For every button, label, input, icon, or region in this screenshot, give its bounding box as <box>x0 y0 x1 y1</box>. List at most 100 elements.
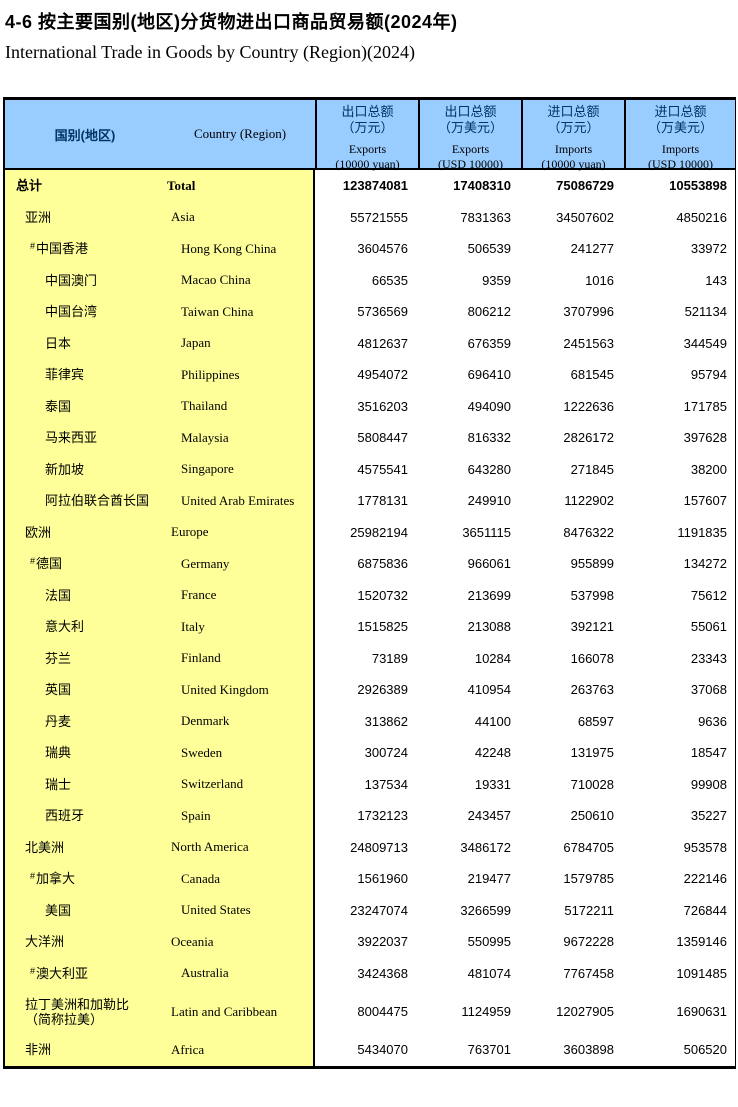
cell-exports-yuan: 24809713 <box>350 839 408 855</box>
cell-exports-yuan: 300724 <box>364 745 408 761</box>
table-row: 中国澳门 Macao China 66535 9359 1016 143 <box>5 264 735 296</box>
row-name-cell: 芬兰 Finland <box>5 642 315 674</box>
cell-exports-yuan: 5808447 <box>357 430 408 446</box>
table-row: #中国香港 Hong Kong China 3604576 506539 241… <box>5 233 735 265</box>
row-name-en: Taiwan China <box>181 303 254 319</box>
cell-exports-usd: 3486172 <box>460 839 511 855</box>
row-name-zh: 芬兰 <box>5 651 165 666</box>
row-name-en: Australia <box>181 965 229 981</box>
cell-exports-yuan: 137534 <box>364 776 408 792</box>
cell-imports-usd: 10553898 <box>669 178 727 194</box>
cell-imports-yuan: 537998 <box>570 587 614 603</box>
row-name-zh-text: 菲律宾 <box>45 367 85 383</box>
cell-imports-usd: 397628 <box>683 430 727 446</box>
cell-imports-yuan: 1122902 <box>564 493 614 509</box>
cell-imports-usd: 1690631 <box>676 1004 727 1019</box>
cell-exports-usd: 213088 <box>467 619 511 635</box>
row-name-en: United Kingdom <box>181 681 269 697</box>
row-name-zh-text: 西班牙 <box>45 808 85 824</box>
row-name-zh: #澳大利亚 <box>5 966 165 981</box>
cell-exports-yuan: 23247074 <box>350 902 408 918</box>
row-name-cell: 意大利 Italy <box>5 611 315 643</box>
row-name-zh: 瑞士 <box>5 777 165 792</box>
cell-imports-yuan: 12027905 <box>556 1004 614 1019</box>
row-name-cell: 拉丁美洲和加勒比 （简称拉美） Latin and Caribbean <box>5 989 315 1034</box>
row-name-zh: 英国 <box>5 682 165 697</box>
cell-exports-usd: 249910 <box>467 493 511 509</box>
row-name-cell: 马来西亚 Malaysia <box>5 422 315 454</box>
cell-imports-yuan: 263763 <box>570 682 614 698</box>
cell-imports-usd: 35227 <box>690 808 727 824</box>
cell-exports-usd: 481074 <box>467 965 511 981</box>
cell-imports-yuan: 271845 <box>570 461 614 477</box>
row-name-zh: #加拿大 <box>5 871 165 886</box>
cell-exports-usd: 806212 <box>467 304 511 320</box>
row-name-zh: 中国澳门 <box>5 273 165 288</box>
cell-imports-yuan: 681545 <box>570 367 614 383</box>
row-name-zh: 拉丁美洲和加勒比 （简称拉美） <box>5 997 165 1027</box>
row-name-cell: 泰国 Thailand <box>5 390 315 422</box>
row-name-en: Macao China <box>181 272 251 288</box>
row-name-zh-text: 新加坡 <box>45 461 85 477</box>
row-name-cell: 欧洲 Europe <box>5 516 315 548</box>
cell-exports-usd: 9359 <box>482 272 511 288</box>
row-name-zh-text: 中国香港 <box>36 241 89 257</box>
cell-exports-yuan: 66535 <box>371 272 408 288</box>
cell-exports-usd: 3266599 <box>460 902 511 918</box>
table-row: 意大利 Italy 1515825 213088 392121 55061 <box>5 611 735 643</box>
row-name-en: Africa <box>171 1041 205 1057</box>
row-name-cell: 瑞士 Switzerland <box>5 768 315 800</box>
cell-exports-usd: 213699 <box>467 587 511 603</box>
of-which-marker: # <box>30 241 36 252</box>
header-exports-yuan-unit-en: (10000 yuan) <box>335 157 400 171</box>
cell-exports-yuan: 1561960 <box>357 871 408 887</box>
header-imports-yuan-unit-zh: （万元） <box>547 120 600 135</box>
table-row: 阿拉伯联合酋长国 United Arab Emirates 1778131 24… <box>5 485 735 517</box>
header-exports-usd-unit-en: (USD 10000) <box>438 157 503 171</box>
row-name-zh: 亚洲 <box>5 210 165 225</box>
row-name-en: North America <box>171 839 249 855</box>
header-country-en: Country (Region) <box>193 126 287 141</box>
cell-imports-usd: 521134 <box>684 304 727 320</box>
cell-imports-usd: 344549 <box>683 335 727 351</box>
cell-exports-yuan: 2926389 <box>357 682 408 698</box>
row-name-zh: 大洋洲 <box>5 934 165 949</box>
row-name-cell: 西班牙 Spain <box>5 800 315 832</box>
table-row: 瑞士 Switzerland 137534 19331 710028 99908 <box>5 768 735 800</box>
cell-imports-yuan: 250610 <box>570 808 614 824</box>
cell-exports-usd: 643280 <box>467 461 511 477</box>
header-imports-yuan-en: Imports <box>554 142 593 156</box>
row-name-cell: 亚洲 Asia <box>5 201 315 233</box>
table-row: 丹麦 Denmark 313862 44100 68597 9636 <box>5 705 735 737</box>
cell-exports-yuan: 3922037 <box>357 934 408 950</box>
row-name-zh: #德国 <box>5 556 165 571</box>
table-row: #加拿大 Canada 1561960 219477 1579785 22214… <box>5 863 735 895</box>
cell-imports-usd: 1091485 <box>676 965 727 981</box>
cell-imports-yuan: 3707996 <box>563 304 614 320</box>
table-row: 泰国 Thailand 3516203 494090 1222636 17178… <box>5 390 735 422</box>
cell-imports-usd: 9636 <box>698 713 727 729</box>
table-row: 法国 France 1520732 213699 537998 75612 <box>5 579 735 611</box>
row-name-en: Spain <box>181 807 211 823</box>
row-name-en: Sweden <box>181 744 223 760</box>
header-exports-yuan-zh: 出口总额 <box>341 104 394 119</box>
row-name-en: France <box>181 587 217 603</box>
table-row: 英国 United Kingdom 2926389 410954 263763 … <box>5 674 735 706</box>
row-name-cell: 阿拉伯联合酋长国 United Arab Emirates <box>5 485 315 517</box>
row-name-zh: 意大利 <box>5 619 165 634</box>
cell-imports-yuan: 1222636 <box>563 398 614 414</box>
table-row: 亚洲 Asia 55721555 7831363 34507602 485021… <box>5 201 735 233</box>
table-row: 中国台湾 Taiwan China 5736569 806212 3707996… <box>5 296 735 328</box>
row-name-zh: 总计 <box>5 178 165 193</box>
cell-exports-usd: 44100 <box>474 713 511 729</box>
cell-imports-usd: 1359146 <box>676 934 727 950</box>
cell-exports-yuan: 3516203 <box>357 398 408 414</box>
row-name-zh: 阿拉伯联合酋长国 <box>5 493 165 508</box>
table-row: 总计 Total 123874081 17408310 75086729 105… <box>5 170 735 202</box>
row-name-en: Finland <box>181 650 221 666</box>
row-name-cell: 英国 United Kingdom <box>5 674 315 706</box>
cell-imports-yuan: 9672228 <box>563 934 614 950</box>
cell-imports-usd: 506520 <box>683 1042 727 1058</box>
row-name-cell: #澳大利亚 Australia <box>5 957 315 989</box>
